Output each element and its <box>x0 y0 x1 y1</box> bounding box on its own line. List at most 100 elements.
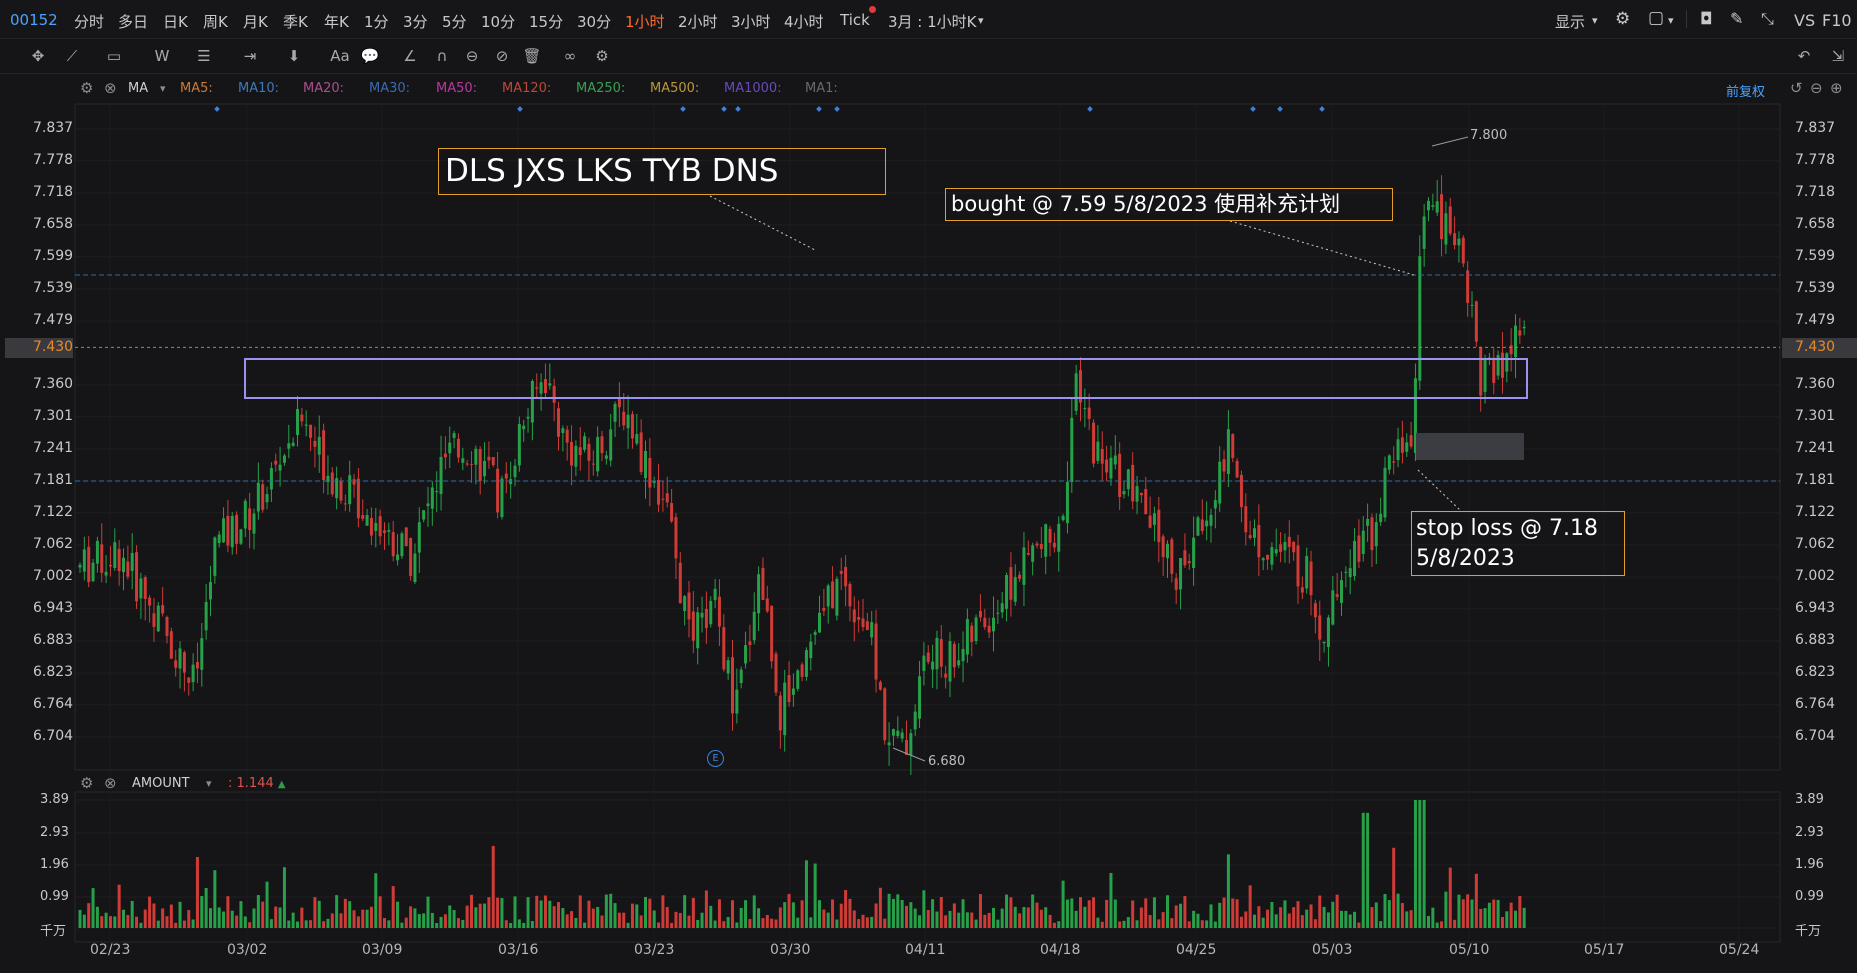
text-tool-icon[interactable]: Aa <box>330 47 350 65</box>
fullscreen-icon[interactable]: ⤡ <box>1761 9 1774 28</box>
candle-body <box>1296 545 1300 587</box>
volume-bar <box>182 920 186 928</box>
event-marker-icon[interactable]: E <box>707 750 724 767</box>
tab-5min[interactable]: 5分 <box>442 13 467 31</box>
candle-body <box>491 457 495 466</box>
volume-bar <box>1157 919 1161 928</box>
zoom-in-icon[interactable]: ⊕ <box>1830 79 1843 97</box>
rect-tool-icon[interactable]: ▭ <box>106 47 122 65</box>
move-icon[interactable]: ✥ <box>31 47 45 65</box>
ruler-icon[interactable]: ∠ <box>403 47 417 65</box>
window-chevron-icon[interactable]: ▾ <box>1668 14 1674 27</box>
comment-tool-icon[interactable]: 💬 <box>360 47 380 65</box>
event-dot-icon <box>735 106 741 112</box>
low-marker-line <box>892 747 926 762</box>
candle-body <box>674 517 678 559</box>
stop-loss-annotation[interactable]: stop loss @ 7.18 5/8/2023 <box>1411 511 1625 576</box>
hide-icon[interactable]: ⊘ <box>495 47 509 65</box>
tab-daily[interactable]: 日K <box>163 13 188 31</box>
tab-intraday[interactable]: 分时 <box>74 13 105 31</box>
vs-button[interactable]: VS <box>1794 11 1816 30</box>
pencil-icon[interactable]: ✎ <box>1730 9 1744 28</box>
magnet-icon[interactable]: ∩ <box>436 47 448 65</box>
candle-body <box>1340 580 1343 603</box>
volume-bar <box>396 901 400 928</box>
volume-bar <box>683 895 687 928</box>
tab-10min[interactable]: 10分 <box>481 13 516 31</box>
volume-tick-left: 3.89 <box>40 792 69 807</box>
tab-monthly[interactable]: 月K <box>243 13 268 31</box>
price-tick-left: 6.943 <box>33 599 74 616</box>
tab-quarterly[interactable]: 季K <box>283 13 308 31</box>
volume-bar <box>108 916 112 928</box>
volume-bar <box>1009 897 1013 928</box>
volume-bar <box>1200 920 1204 928</box>
volume-bar <box>1418 800 1422 928</box>
lock-icon[interactable]: ⊖ <box>465 47 479 65</box>
reset-icon[interactable]: ↺ <box>1790 79 1803 97</box>
display-menu[interactable]: 显示 <box>1555 13 1586 31</box>
zoom-out-icon[interactable]: ⊖ <box>1810 79 1823 97</box>
title-annotation[interactable]: DLS JXS LKS TYB DNS <box>438 148 886 195</box>
volume-bar <box>1222 897 1226 928</box>
volume-bar <box>1505 911 1509 928</box>
volume-close-icon[interactable]: ⊗ <box>104 774 117 792</box>
line-tool-icon[interactable]: ⟋ <box>66 47 78 65</box>
tab-weekly[interactable]: 周K <box>203 13 228 31</box>
f10-button[interactable]: F10 <box>1822 11 1852 30</box>
range-selector[interactable]: 3月 : 1小时K <box>888 13 977 31</box>
adjust-mode[interactable]: 前复权 <box>1726 85 1766 100</box>
tab-4hour[interactable]: 4小时 <box>784 13 824 31</box>
candle-body <box>217 534 221 544</box>
wave-tool-icon[interactable]: W <box>154 47 170 65</box>
draw-settings-icon[interactable]: ⚙ <box>595 47 609 65</box>
volume-bar <box>752 895 756 928</box>
volume-chevron-icon[interactable]: ▾ <box>206 777 212 790</box>
fib-tool-icon[interactable]: ☰ <box>197 47 211 65</box>
arrow-tool-icon[interactable]: ⬇ <box>287 47 301 65</box>
bought-annotation[interactable]: bought @ 7.59 5/8/2023 使用补充计划 <box>945 188 1393 221</box>
undo-icon[interactable]: ↶ <box>1797 47 1811 65</box>
candle-body <box>404 527 408 547</box>
volume-bar <box>1035 902 1039 928</box>
trash-icon[interactable]: 🗑 <box>522 47 542 65</box>
settings-icon[interactable]: ⚙ <box>1615 9 1631 29</box>
tab-15min[interactable]: 15分 <box>529 13 564 31</box>
symbol-code[interactable]: 00152 <box>10 11 58 29</box>
volume-bar <box>630 903 634 928</box>
candle-body <box>992 617 995 632</box>
camera-icon[interactable]: ◘ <box>1700 9 1713 28</box>
display-chevron-icon[interactable]: ▾ <box>1592 14 1598 27</box>
volume-bar <box>1065 899 1069 928</box>
candle-body <box>1239 474 1243 508</box>
measure-tool-icon[interactable]: ⇥ <box>243 47 257 65</box>
ma-close-icon[interactable]: ⊗ <box>104 79 117 97</box>
volume-bar <box>796 917 800 928</box>
tab-yearly[interactable]: 年K <box>324 13 349 31</box>
volume-indicator-label[interactable]: AMOUNT <box>132 776 190 791</box>
volume-bar <box>561 908 565 928</box>
redo-icon[interactable]: ⇲ <box>1831 47 1845 65</box>
candle-body <box>791 688 795 695</box>
stoploss-leader-line <box>1417 469 1461 511</box>
tab-tick[interactable]: Tick <box>840 11 870 29</box>
link-icon[interactable]: ∞ <box>563 47 577 65</box>
tab-30min[interactable]: 30分 <box>577 13 612 31</box>
candle-body <box>426 503 430 507</box>
range-chevron-icon[interactable]: ▾ <box>978 14 984 27</box>
price-tick-right: 7.181 <box>1795 472 1836 489</box>
tab-multiday[interactable]: 多日 <box>118 13 149 31</box>
ma-chevron-icon[interactable]: ▾ <box>160 82 166 95</box>
tab-3min[interactable]: 3分 <box>403 13 428 31</box>
volume-tick-right: 千万 <box>1795 924 1822 939</box>
tab-1min[interactable]: 1分 <box>364 13 389 31</box>
volume-bar <box>613 903 617 928</box>
ma-label[interactable]: MA <box>128 81 149 96</box>
ma-settings-icon[interactable]: ⚙ <box>80 79 94 97</box>
volume-settings-icon[interactable]: ⚙ <box>80 774 94 792</box>
tab-1hour[interactable]: 1小时 <box>625 13 665 31</box>
tab-3hour[interactable]: 3小时 <box>731 13 771 31</box>
window-icon[interactable]: ▢ <box>1648 8 1665 28</box>
tab-2hour[interactable]: 2小时 <box>678 13 718 31</box>
